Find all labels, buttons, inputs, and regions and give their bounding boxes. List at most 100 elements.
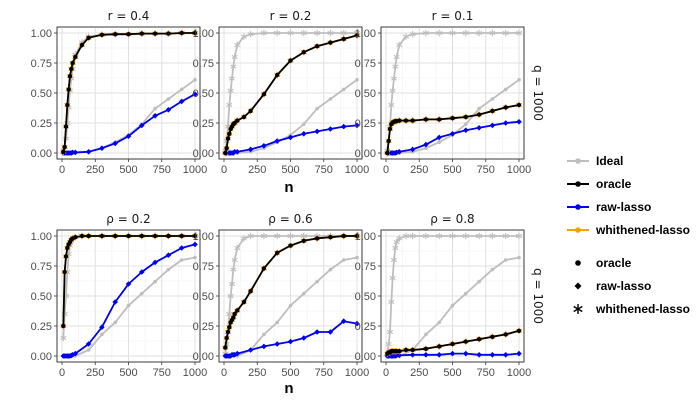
- data-point: [99, 324, 105, 330]
- data-point: [165, 252, 172, 258]
- data-point: [301, 50, 306, 55]
- asterisk-stroke: [392, 64, 399, 69]
- data-point: [397, 118, 402, 123]
- data-point: [234, 149, 241, 155]
- asterisk-marker-icon: [573, 304, 583, 314]
- data-point: [450, 341, 455, 347]
- data-point: [231, 53, 238, 61]
- data-point: [409, 146, 416, 153]
- asterisk-stroke: [60, 335, 67, 341]
- panel-title: ρ = 0.2: [106, 212, 150, 226]
- asterisk-stroke: [226, 102, 233, 108]
- data-point: [489, 352, 496, 358]
- asterisk-stroke: [449, 233, 456, 239]
- asterisk-stroke: [231, 257, 238, 263]
- panel-1: r = 0.4 0.00 0.25 0.50 0.75 1.00 0 250 500 750 100…: [31, 9, 208, 176]
- x-axis-title-top: n: [284, 179, 293, 196]
- data-point: [248, 108, 253, 114]
- legend-shape-raw-lasso: raw-lasso: [574, 279, 651, 293]
- tick-label-x: 1000: [345, 164, 369, 176]
- data-point: [65, 102, 70, 108]
- circle-marker-icon: [575, 260, 581, 266]
- legend-entry-oracle: oracle: [567, 177, 632, 191]
- tick-label-y: 0.50: [193, 88, 214, 100]
- data-point: [192, 91, 198, 97]
- tick-label-x: 500: [443, 164, 461, 176]
- asterisk-stroke: [247, 32, 254, 37]
- data-point: [388, 298, 395, 306]
- asterisk-stroke: [502, 233, 509, 239]
- data-point: [489, 232, 496, 240]
- series-oracle-4: [61, 30, 198, 154]
- data-point: [66, 87, 71, 92]
- data-point: [449, 232, 456, 240]
- panel-title: r = 0.4: [108, 9, 150, 23]
- asterisk-stroke: [449, 30, 456, 36]
- tick-label-x: 500: [281, 367, 299, 379]
- tick-label-y: 0.50: [193, 291, 214, 303]
- data-point: [261, 343, 267, 350]
- asterisk-stroke: [230, 64, 237, 69]
- legend-key-oracle-point: [575, 181, 581, 187]
- data-point: [193, 255, 197, 260]
- legend-entry-ideal: Ideal: [567, 154, 623, 168]
- data-point: [287, 29, 294, 37]
- legend-label-ideal: Ideal: [596, 154, 623, 168]
- panel-2: r = 0.2 0.00 0.25 0.50 0.75 1.00 0 250 500 750 100…: [193, 9, 370, 176]
- tick-label-x: 500: [119, 164, 137, 176]
- data-point: [449, 131, 456, 137]
- tick-label-x: 500: [281, 164, 299, 176]
- data-point: [153, 106, 157, 111]
- data-point: [423, 352, 429, 358]
- tick-label-y: 0.25: [355, 118, 376, 130]
- data-point: [302, 291, 306, 296]
- panel-border: [56, 229, 201, 363]
- tick-label-y: 0.25: [355, 321, 376, 333]
- asterisk-stroke: [462, 30, 469, 36]
- asterisk-stroke: [274, 233, 281, 239]
- tick-label-x: 250: [248, 367, 266, 379]
- data-point: [396, 352, 403, 359]
- asterisk-stroke: [247, 233, 254, 239]
- data-point: [502, 232, 509, 240]
- data-point: [139, 122, 145, 129]
- series-oracle-4: [223, 33, 360, 156]
- data-point: [476, 232, 483, 240]
- data-point: [476, 29, 483, 37]
- asterisk-stroke: [226, 311, 233, 317]
- data-point: [61, 149, 66, 154]
- data-point: [72, 350, 79, 357]
- data-point: [247, 347, 254, 353]
- data-point: [301, 335, 307, 341]
- data-point: [341, 233, 346, 239]
- data-point: [192, 30, 198, 36]
- data-point: [166, 97, 171, 101]
- data-point: [314, 329, 320, 335]
- panel-title: ρ = 0.6: [268, 212, 312, 226]
- data-point: [79, 233, 85, 239]
- data-point: [516, 119, 522, 125]
- tick-label-y: 0.75: [193, 261, 214, 273]
- data-point: [61, 323, 66, 329]
- tick-label-y: 0.75: [355, 58, 376, 70]
- data-point: [437, 140, 442, 144]
- asterisk-stroke: [402, 233, 409, 239]
- tick-label-x: 250: [248, 164, 266, 176]
- data-point: [287, 134, 294, 141]
- data-point: [503, 258, 508, 262]
- data-point: [463, 350, 469, 357]
- data-point: [393, 53, 400, 61]
- data-point: [355, 78, 359, 82]
- data-point: [260, 232, 267, 240]
- panel-border: [380, 229, 525, 363]
- tick-label-y: 0.00: [193, 148, 214, 160]
- data-point: [437, 344, 442, 349]
- asterisk-stroke: [300, 233, 307, 239]
- panel-strip: [57, 10, 200, 25]
- panels: r = 0.4 0.00 0.25 0.50 0.75 1.00 0 250 500 750 100…: [31, 9, 532, 379]
- data-point: [392, 63, 399, 70]
- tick-label-y: 0.75: [31, 58, 52, 70]
- data-point: [341, 258, 346, 262]
- tick-label-x: 750: [477, 367, 495, 379]
- asterisk-stroke: [392, 245, 399, 251]
